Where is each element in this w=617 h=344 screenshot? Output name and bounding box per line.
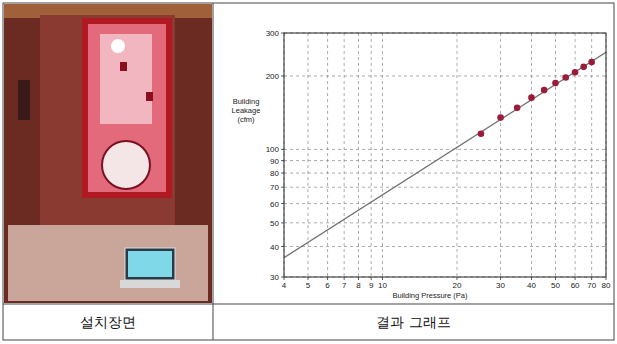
photo-gauge [120, 62, 127, 71]
y-axis-title-line: (cfm) [237, 115, 255, 124]
marks [284, 52, 606, 257]
grid-line [591, 33, 592, 277]
tick-label: 4 [282, 281, 287, 290]
tick-label: 60 [270, 200, 279, 209]
tick-label: 60 [571, 281, 580, 290]
table-divider [3, 304, 614, 305]
grid-line [382, 33, 383, 277]
grid-line [284, 173, 606, 174]
grid-line [344, 33, 345, 277]
grid-line [284, 246, 606, 247]
photo-gauge [146, 92, 153, 101]
grid-line [284, 222, 606, 223]
grid-line [371, 33, 372, 277]
photo-laptop-screen [125, 248, 175, 280]
tick-label: 100 [266, 145, 280, 154]
tick-label: 40 [270, 243, 279, 252]
photo-floor [8, 225, 208, 301]
tick-label: 80 [270, 169, 279, 178]
data-point [562, 74, 569, 81]
data-point [580, 64, 587, 71]
tick-label: 5 [306, 281, 311, 290]
figure: 설치장면 결과 그래프 4 5 6 789 10 20 30 40 50 60 70 80 30 40 50 60… [0, 0, 617, 344]
data-point [528, 94, 535, 101]
tick-label: 50 [270, 219, 279, 228]
photo-laptop-display [128, 251, 172, 277]
grid-line [500, 33, 501, 277]
fit-line [284, 52, 606, 257]
y-axis-title-line: Building [233, 97, 260, 106]
grid-line [284, 203, 606, 204]
photo-light [100, 34, 152, 124]
tick-label: 9 [369, 281, 374, 290]
grid-line [307, 33, 308, 277]
tick-label: 6 [325, 281, 330, 290]
table-divider [213, 3, 214, 340]
tick-label: 200 [266, 72, 280, 81]
grid-line [284, 75, 606, 76]
photo-lamp [111, 39, 125, 53]
tick-label: 30 [270, 273, 279, 282]
tick-label: 90 [270, 157, 279, 166]
tick-label: 50 [551, 281, 560, 290]
data-point [514, 105, 521, 112]
grid-line [555, 33, 556, 277]
grid-line [531, 33, 532, 277]
y-axis-title-line: Leakage [232, 106, 261, 115]
photo-back-wall [40, 15, 175, 225]
tick-label: 30 [496, 281, 505, 290]
data-point [478, 130, 485, 137]
table-border [3, 3, 614, 340]
photo [4, 4, 212, 303]
tick-label: 70 [270, 183, 279, 192]
grid-line [358, 33, 359, 277]
tick-label: 10 [378, 281, 387, 290]
plot-area [284, 33, 606, 277]
data-point [588, 59, 595, 66]
photo-wall [4, 4, 212, 303]
tick-label: 300 [266, 29, 280, 38]
grid-line [284, 187, 606, 188]
photo-door-frame [82, 18, 172, 198]
tick-label: 20 [453, 281, 462, 290]
grid-line [284, 149, 606, 150]
tick-label: 70 [587, 281, 596, 290]
data-point [572, 69, 579, 76]
photo-laptop-base [120, 280, 180, 288]
grid-line [456, 33, 457, 277]
tick-label: 7 [342, 281, 347, 290]
photo-fan [102, 141, 150, 189]
tick-label: 8 [356, 281, 361, 290]
data-point [497, 114, 504, 121]
y-axis-title: BuildingLeakage(cfm) [232, 97, 261, 124]
plot-frame [284, 33, 606, 277]
grid-line [284, 160, 606, 161]
tick-label: 40 [527, 281, 536, 290]
x-axis-title: Building Pressure (Pa) [392, 291, 468, 300]
photo-door-panel [88, 24, 166, 192]
grid-line [327, 33, 328, 277]
photo-panel [18, 80, 30, 120]
chart: 4 5 6 789 10 20 30 40 50 60 70 80 30 40 50 60 70 80 90 100 2… [232, 29, 611, 300]
data-point [552, 80, 559, 87]
data-point [541, 87, 548, 94]
tick-label: 80 [602, 281, 611, 290]
caption: 설치장면 [80, 314, 136, 330]
caption: 결과 그래프 [376, 314, 450, 330]
